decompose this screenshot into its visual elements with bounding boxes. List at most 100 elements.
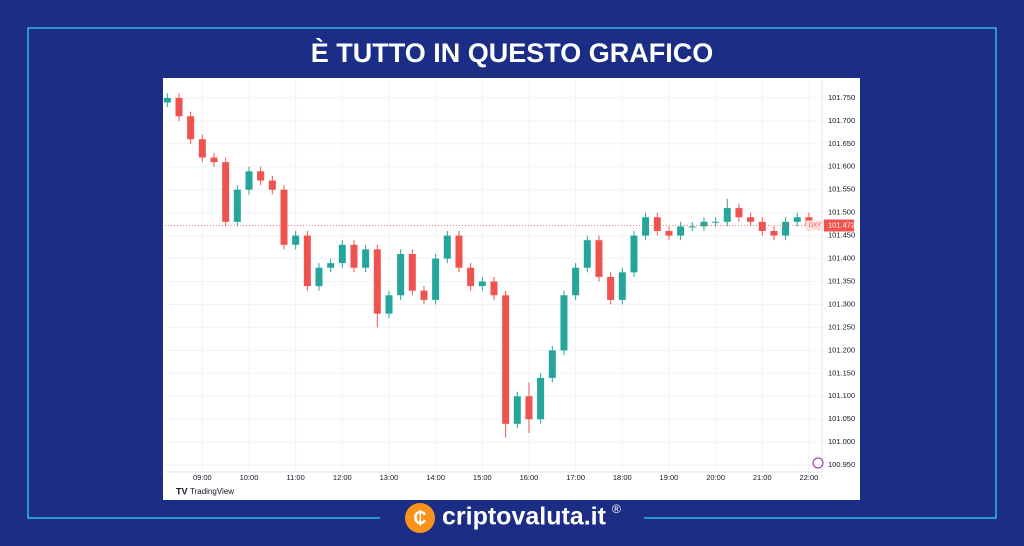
candle-body: [327, 263, 335, 268]
candle-body: [257, 171, 265, 181]
candle-body: [537, 377, 545, 420]
x-tick-label: 11:00: [287, 473, 305, 482]
y-tick-label: 101.000: [828, 437, 855, 446]
plot: 100.950 101.000 101.050 101.100 101.150 101.2…: [163, 80, 855, 482]
y-tick-label: 101.650: [828, 139, 855, 148]
x-tick-label: 14:00: [426, 473, 445, 482]
y-tick-label: 101.600: [828, 162, 855, 171]
y-tick-label: 101.450: [828, 231, 855, 240]
y-tick-label: 101.100: [828, 391, 855, 400]
candle-body: [513, 396, 521, 424]
candle-body: [502, 295, 510, 424]
brand-logo-glyph: ₵: [414, 508, 427, 528]
x-tick-label: 10:00: [240, 473, 259, 482]
candle-body: [712, 221, 720, 223]
candle-body: [408, 253, 416, 291]
candle-body: [583, 240, 591, 268]
candle-body: [642, 217, 650, 236]
symbol-label: DXY: [809, 223, 821, 229]
candle-body: [723, 208, 731, 222]
candle-body: [292, 235, 300, 245]
watermark: TradingView: [190, 487, 234, 496]
candle-body: [338, 244, 346, 264]
x-tick-label: 16:00: [520, 473, 539, 482]
y-tick-label: 101.150: [828, 368, 855, 377]
candle-body: [350, 244, 358, 268]
tv-logo: TV: [176, 486, 188, 496]
candle-body: [280, 189, 288, 245]
candle-body: [443, 235, 451, 259]
candle-body: [758, 221, 766, 232]
candle-body: [385, 295, 393, 314]
brand: criptovaluta.it: [442, 503, 607, 531]
candle-body: [175, 97, 183, 117]
x-tick-label: 19:00: [660, 473, 679, 482]
candle-body: [618, 272, 626, 300]
candle-body: [373, 249, 381, 314]
candle-body: [222, 162, 230, 222]
candle-body: [525, 396, 533, 420]
brand-mark: ®: [612, 502, 621, 516]
y-tick-label: 101.350: [828, 276, 855, 285]
y-tick-label: 101.400: [828, 254, 855, 263]
candle-body: [420, 290, 428, 300]
candle-body: [607, 276, 615, 300]
candle-body: [210, 157, 218, 163]
y-tick-label: 101.550: [828, 185, 855, 194]
candle-body: [268, 180, 276, 190]
y-tick-label: 101.700: [828, 116, 855, 125]
chart-panel: [163, 78, 860, 500]
x-tick-label: 13:00: [380, 473, 399, 482]
candle-body: [315, 267, 323, 287]
x-tick-label: 22:00: [800, 473, 819, 482]
candle-body: [770, 231, 778, 236]
candle-body: [572, 267, 580, 296]
candle-body: [455, 235, 463, 268]
x-tick-label: 21:00: [753, 473, 772, 482]
candle-body: [653, 217, 661, 232]
last-price-badge: [824, 219, 854, 232]
candle-body: [665, 231, 673, 236]
y-tick-label: 101.250: [828, 322, 855, 331]
x-tick-label: 15:00: [473, 473, 492, 482]
candle-body: [432, 258, 440, 300]
x-tick-label: 12:00: [333, 473, 352, 482]
y-tick-label: 101.300: [828, 299, 855, 308]
x-tick-label: 18:00: [613, 473, 632, 482]
candle-body: [467, 267, 475, 287]
candle-body: [700, 221, 708, 227]
candle-body: [198, 139, 206, 158]
candle-body: [793, 217, 801, 222]
x-tick-label: 20:00: [706, 473, 725, 482]
y-tick-label: 100.950: [828, 460, 855, 469]
candle-body: [688, 226, 696, 228]
candle-body: [548, 350, 556, 378]
y-tick-label: 101.500: [828, 208, 855, 217]
y-tick-label: 101.050: [828, 414, 855, 423]
candle-body: [303, 235, 311, 287]
title: È TUTTO IN QUESTO GRAFICO: [311, 37, 714, 68]
candle-body: [163, 97, 171, 103]
candle-body: [233, 189, 241, 222]
brand-logo: [405, 503, 435, 533]
candle-body: [782, 221, 790, 236]
x-tick-label: 17:00: [566, 473, 585, 482]
candle-body: [747, 217, 755, 222]
candle-body: [478, 281, 486, 287]
candle-body: [630, 235, 638, 273]
candle-body: [560, 295, 568, 351]
candle-body: [490, 281, 498, 296]
candle-body: [362, 249, 370, 268]
candle-body: [595, 240, 603, 277]
y-tick-label: 101.750: [828, 93, 855, 102]
candle-body: [397, 253, 405, 296]
y-tick-label: 101.200: [828, 345, 855, 354]
candle-body: [245, 171, 253, 190]
candle-body: [187, 116, 195, 140]
x-tick-label: 09:00: [193, 473, 212, 482]
symbol-badge: [806, 220, 824, 231]
event-icon[interactable]: [812, 457, 824, 469]
last-price-label: 101.472: [828, 220, 855, 229]
